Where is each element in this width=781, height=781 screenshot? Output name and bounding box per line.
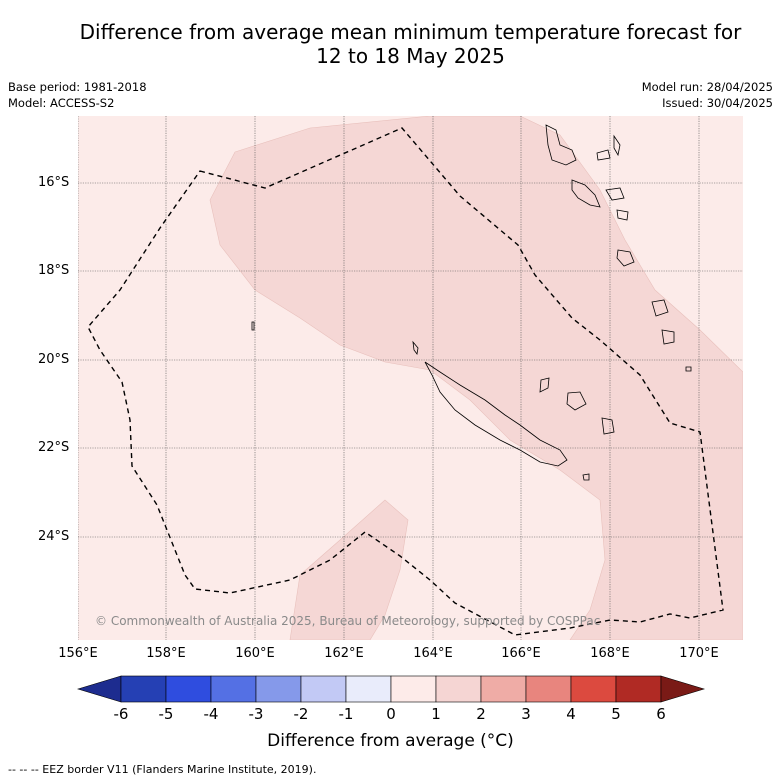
vanuatu-efate	[605, 187, 625, 201]
new-caledonia-coast	[424, 361, 568, 467]
model-run-label: Model run: 28/04/2025	[641, 80, 773, 94]
colorbar-tick-5: 5	[611, 705, 621, 723]
lat-label-20s: 20°S	[38, 352, 70, 367]
lon-label-164e: 164°E	[413, 646, 453, 661]
model-label: Model: ACCESS-S2	[8, 96, 115, 110]
matthew-island	[685, 366, 692, 372]
title-line-1: Difference from average mean minimum tem…	[79, 20, 742, 44]
vanuatu-malekula	[571, 179, 601, 208]
colorbar-tick--5: -5	[158, 705, 174, 723]
lon-label-166e: 166°E	[501, 646, 541, 661]
lon-label-160e: 160°E	[235, 646, 275, 661]
attribution-text: © Commonwealth of Australia 2025, Bureau…	[95, 614, 601, 628]
anomaly-band-1-2-main	[209, 116, 743, 640]
colorbar-segment--1	[345, 675, 392, 703]
isle-of-pines	[582, 473, 590, 481]
vanuatu-small-2	[613, 134, 621, 157]
lon-label-158e: 158°E	[146, 646, 186, 661]
vanuatu-aneityum	[661, 329, 675, 345]
colorbar-segment-2	[480, 675, 527, 703]
map-plot-area	[78, 116, 743, 640]
vanuatu-tanna	[651, 299, 669, 317]
lon-label-156e: 156°E	[58, 646, 98, 661]
meta-left: Base period: 1981-2018 Model: ACCESS-S2	[8, 79, 147, 111]
vanuatu-espiritu-santo	[545, 124, 577, 166]
colorbar-segment-3	[525, 675, 572, 703]
colorbar-segment-4	[570, 675, 617, 703]
colorbar	[76, 675, 706, 703]
colorbar-segment-0	[390, 675, 437, 703]
colorbar-tick-6: 6	[656, 705, 666, 723]
lat-label-18s: 18°S	[38, 263, 70, 278]
colorbar-tick--2: -2	[293, 705, 309, 723]
colorbar-segment--5	[165, 675, 212, 703]
colorbar-tick--4: -4	[203, 705, 219, 723]
colorbar-low-extension	[76, 675, 122, 703]
eez-border	[87, 127, 724, 636]
colorbar-segment--2	[300, 675, 347, 703]
anomaly-band-1-2-south	[289, 499, 409, 640]
loyalty-island-3	[601, 417, 615, 435]
colorbar-tick--6: -6	[113, 705, 129, 723]
issued-label: Issued: 30/04/2025	[662, 96, 773, 110]
chesterfield-islet	[251, 321, 255, 331]
colorbar-tick--3: -3	[248, 705, 264, 723]
loyalty-island-2	[566, 391, 587, 411]
colorbar-segment--6	[120, 675, 167, 703]
island-north-new-caledonia	[412, 340, 419, 355]
lon-label-168e: 168°E	[590, 646, 630, 661]
loyalty-island-1	[539, 377, 550, 393]
eez-legend: -- -- -- EEZ border V11 (Flanders Marine…	[8, 763, 317, 776]
colorbar-tick-3: 3	[521, 705, 531, 723]
vanuatu-small-1	[596, 149, 611, 161]
base-period-label: Base period: 1981-2018	[8, 80, 147, 94]
graticule	[78, 116, 743, 640]
vanuatu-erromango	[616, 249, 635, 267]
colorbar-tick-1: 1	[431, 705, 441, 723]
colorbar-tick-4: 4	[566, 705, 576, 723]
coastlines	[251, 124, 692, 481]
lat-label-24s: 24°S	[38, 529, 70, 544]
lon-label-170e: 170°E	[679, 646, 719, 661]
meta-right: Model run: 28/04/2025 Issued: 30/04/2025	[642, 79, 773, 111]
colorbar-title: Difference from average (°C)	[0, 731, 781, 751]
vanuatu-small-3	[616, 209, 629, 221]
colorbar-segment-1	[435, 675, 482, 703]
colorbar-segment-5	[615, 675, 662, 703]
lat-label-16s: 16°S	[38, 175, 70, 190]
colorbar-title-text: Difference from average (°C)	[267, 731, 514, 751]
colorbar-high-extension	[660, 675, 706, 703]
colorbar-segment--3	[255, 675, 302, 703]
lat-label-22s: 22°S	[38, 440, 70, 455]
lon-label-162e: 162°E	[324, 646, 364, 661]
title-line-2: 12 to 18 May 2025	[316, 44, 505, 68]
colorbar-segment--4	[210, 675, 257, 703]
colorbar-tick-2: 2	[476, 705, 486, 723]
map-title: Difference from average mean minimum tem…	[20, 20, 781, 68]
colorbar-tick-0: 0	[386, 705, 396, 723]
colorbar-tick--1: -1	[338, 705, 354, 723]
